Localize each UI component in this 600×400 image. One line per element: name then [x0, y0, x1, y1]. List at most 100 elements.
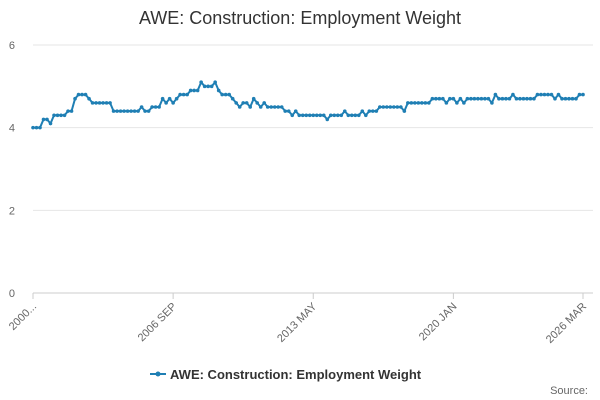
- x-tick-label: 2026 MAR: [544, 301, 589, 346]
- point: [230, 96, 235, 101]
- point: [153, 105, 158, 109]
- point: [328, 113, 333, 118]
- y-tick-label: 2: [9, 205, 15, 217]
- point: [125, 109, 130, 113]
- point: [360, 109, 365, 113]
- point: [244, 101, 249, 105]
- y-tick-label: 6: [9, 40, 15, 52]
- point: [283, 109, 288, 113]
- point: [406, 101, 410, 105]
- point: [549, 92, 554, 97]
- point: [349, 113, 354, 118]
- x-tick-label: 2006 SEP: [136, 301, 180, 345]
- point: [497, 96, 501, 101]
- x-tick-label: 2013 MAY: [275, 300, 320, 345]
- point: [493, 92, 498, 97]
- point: [69, 109, 74, 113]
- point: [437, 96, 442, 101]
- point: [101, 101, 105, 105]
- point: [80, 92, 84, 97]
- point: [272, 105, 277, 109]
- point: [532, 96, 536, 101]
- point: [83, 92, 88, 97]
- point: [356, 113, 361, 118]
- point: [94, 101, 98, 105]
- point: [374, 109, 379, 113]
- point: [553, 96, 557, 101]
- point: [476, 96, 480, 101]
- point: [364, 113, 368, 118]
- point: [157, 105, 161, 109]
- point: [251, 96, 256, 101]
- point: [409, 101, 414, 105]
- point: [318, 113, 323, 118]
- point: [535, 92, 540, 97]
- point: [192, 88, 196, 93]
- point: [567, 96, 571, 101]
- point: [500, 96, 505, 101]
- point: [577, 92, 582, 97]
- point: [38, 125, 42, 130]
- point: [265, 105, 270, 109]
- point: [507, 96, 512, 101]
- point: [297, 113, 302, 118]
- point: [269, 105, 274, 109]
- point: [413, 101, 417, 105]
- point: [490, 101, 494, 105]
- point: [483, 96, 487, 101]
- point: [139, 105, 144, 109]
- point: [542, 92, 547, 97]
- point: [465, 96, 470, 101]
- point: [472, 96, 477, 101]
- point: [434, 96, 438, 101]
- point: [392, 105, 396, 109]
- point: [108, 101, 112, 105]
- point: [416, 101, 421, 105]
- point: [525, 96, 529, 101]
- point: [486, 96, 491, 101]
- point: [455, 101, 459, 105]
- point: [199, 80, 203, 84]
- legend-label: AWE: Construction: Employment Weight: [170, 367, 422, 382]
- point: [52, 113, 56, 118]
- x-tick-label: 2020 JAN: [417, 301, 460, 344]
- point: [206, 84, 210, 89]
- point: [97, 101, 102, 105]
- point: [504, 96, 508, 101]
- point: [248, 105, 252, 109]
- point: [59, 113, 63, 118]
- point: [48, 121, 53, 126]
- point: [160, 96, 165, 101]
- point: [304, 113, 309, 118]
- point: [143, 109, 147, 113]
- point: [546, 92, 550, 97]
- point: [574, 96, 578, 101]
- point: [444, 101, 449, 105]
- point: [129, 109, 133, 113]
- point: [136, 109, 140, 113]
- point: [104, 101, 109, 105]
- point: [227, 92, 231, 97]
- point: [209, 84, 214, 89]
- point: [34, 125, 39, 130]
- point: [346, 113, 351, 118]
- point: [111, 109, 116, 113]
- point: [367, 109, 372, 113]
- point: [216, 88, 221, 93]
- point: [339, 113, 344, 118]
- point: [164, 101, 168, 105]
- point: [174, 96, 179, 101]
- point: [45, 117, 49, 122]
- point: [188, 88, 193, 93]
- point: [178, 92, 182, 97]
- point: [307, 113, 312, 118]
- point: [90, 101, 95, 105]
- point: [171, 101, 175, 105]
- point: [342, 109, 347, 113]
- point: [185, 92, 189, 97]
- point: [55, 113, 60, 118]
- point: [76, 92, 81, 97]
- point: [458, 96, 463, 101]
- point: [335, 113, 340, 118]
